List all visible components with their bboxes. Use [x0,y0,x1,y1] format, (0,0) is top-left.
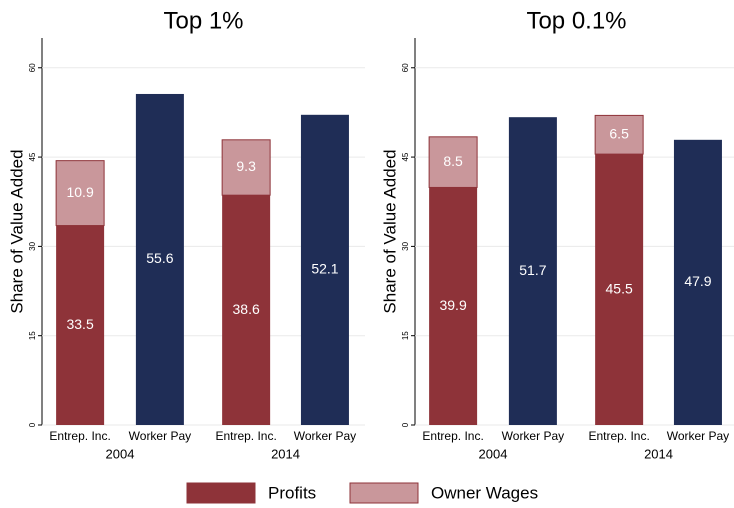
group-label: 2014 [271,446,300,461]
x-tick-label: Entrep. Inc. [588,429,649,443]
group-label: 2004 [106,446,135,461]
bar [135,93,184,425]
value-label: 9.3 [236,158,256,174]
bar [300,114,349,425]
bar [428,136,478,188]
y-tick-label: 45 [28,152,37,161]
y-tick-label: 30 [401,241,410,250]
bar [673,139,722,425]
value-label: 38.6 [233,301,260,317]
chart-title: Top 0.1% [526,7,626,34]
y-tick-label: 0 [28,422,37,427]
legend-swatch [186,482,256,504]
x-tick-label: Entrep. Inc. [422,429,483,443]
y-tick-label: 15 [401,331,410,340]
value-label: 52.1 [311,261,338,277]
legend-label: Profits [268,483,316,502]
value-label: 39.9 [439,297,466,313]
legend-label: Owner Wages [431,483,538,502]
x-tick-label: Worker Pay [502,429,564,443]
y-tick-label: 30 [28,241,37,250]
legend-swatch [349,482,419,504]
value-label: 8.5 [443,153,463,169]
group-label: 2004 [479,446,508,461]
value-label: 51.7 [519,262,546,278]
y-tick-label: 60 [401,63,410,72]
bar [594,114,644,155]
value-label: 10.9 [66,184,93,200]
x-tick-label: Entrep. Inc. [49,429,110,443]
value-label: 45.5 [606,280,633,296]
bar [55,160,105,227]
y-tick-label: 15 [28,331,37,340]
bar [595,154,644,425]
x-tick-label: Worker Pay [294,429,356,443]
value-label: 33.5 [66,316,93,332]
bar [56,225,105,425]
value-label: 6.5 [609,125,629,141]
y-tick-label: 0 [401,422,410,427]
group-label: 2014 [644,446,673,461]
x-tick-label: Worker Pay [667,429,729,443]
value-label: 55.6 [146,250,173,266]
y-axis-title: Share of Value Added [7,149,26,313]
y-tick-label: 60 [28,63,37,72]
x-tick-label: Entrep. Inc. [215,429,276,443]
y-tick-label: 45 [401,152,410,161]
bar [429,187,478,425]
bar [221,139,271,196]
x-tick-label: Worker Pay [129,429,191,443]
bar [508,117,557,425]
value-label: 47.9 [684,273,711,289]
y-axis-title: Share of Value Added [380,149,399,313]
bar [222,195,271,425]
chart-title: Top 1% [163,7,243,34]
